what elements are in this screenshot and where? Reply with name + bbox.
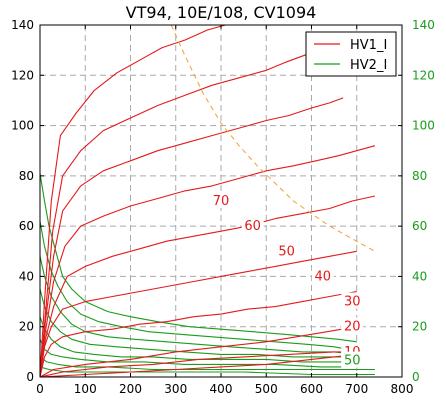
y-tick-label: 40 (19, 269, 34, 283)
hv1-curve-label: 30 (344, 295, 361, 310)
y2-tick-label: 140 (412, 18, 435, 32)
hv1-curve-label: 50 (278, 244, 295, 259)
y2-tick-label: 120 (412, 68, 435, 82)
hv1-curve-label: 60 (244, 219, 261, 234)
x-tick-label: 400 (210, 382, 233, 396)
hv1-curve (40, 97, 344, 377)
hv1-curve (40, 326, 357, 377)
y2-tick-label: 20 (412, 320, 427, 334)
hv2-curve (40, 316, 357, 363)
chart-title: VT94, 10E/108, CV1094 (126, 3, 317, 22)
hv2-curve (40, 173, 357, 343)
x-tick-label: 600 (300, 382, 323, 396)
x-tick-label: 700 (345, 382, 368, 396)
curve-labels: 7060504030201050 (210, 192, 364, 369)
y-tick-label: 20 (19, 320, 34, 334)
hv1-curve-label-bg (341, 292, 364, 309)
x-tick-label: 500 (255, 382, 278, 396)
y-tick-label: 100 (11, 119, 34, 133)
hv2-curve (40, 256, 357, 355)
hv1-curve-label: 20 (344, 320, 361, 335)
y-tick-label: 60 (19, 219, 34, 233)
hv2-curve (40, 339, 357, 368)
y-tick-label: 0 (26, 370, 34, 384)
hv1-curve (40, 39, 348, 377)
hv2-curve (40, 356, 375, 371)
curves (40, 25, 376, 377)
hv1-curve (40, 353, 357, 377)
hv1-curve-label-bg (275, 242, 298, 259)
legend-label-hv1: HV1_I (350, 38, 387, 53)
hv1-curve-label-bg (311, 267, 334, 284)
hv1-curve-label: 70 (213, 194, 230, 209)
y-tick-label: 120 (11, 68, 34, 82)
hv1-curve-label-bg (210, 192, 232, 208)
y-tick-label: 80 (19, 169, 34, 183)
hv2-curve-label-bg (341, 351, 364, 368)
x-tick-label: 100 (74, 382, 97, 396)
hv1-curve-label: 40 (315, 269, 332, 284)
hv1-curve (40, 290, 357, 377)
x-tick-label: 300 (164, 382, 187, 396)
y2-tick-label: 80 (412, 169, 427, 183)
legend-label-hv2: HV2_I (350, 58, 387, 73)
y-tick-label: 140 (11, 18, 34, 32)
hv1-curve (40, 145, 376, 377)
legend: HV1_I HV2_I (305, 31, 397, 77)
y2-tick-label: 40 (412, 269, 427, 283)
x-tick-label: 800 (391, 382, 414, 396)
hv2-curve-label: 50 (344, 354, 361, 369)
dissipation-curve (170, 25, 376, 252)
x-tick-label: 200 (119, 382, 142, 396)
hv2-curve (40, 288, 357, 358)
hv1-curve (40, 351, 357, 377)
hv1-curve (40, 195, 376, 377)
y2-tick-label: 0 (412, 370, 420, 384)
hv1-curve (40, 25, 226, 377)
x-tick-label: 0 (36, 382, 44, 396)
hv1-curve-label-bg (241, 217, 264, 234)
y2-tick-label: 100 (412, 119, 435, 133)
hv2-curve (40, 221, 348, 350)
hv1-curve (40, 250, 357, 377)
y2-tick-label: 60 (412, 219, 427, 233)
hv1-curve-label-bg (341, 317, 364, 334)
legend-box (305, 31, 397, 77)
ticks: 0 100 200 300 400 500 600 700 800020406080100120… (11, 18, 435, 396)
